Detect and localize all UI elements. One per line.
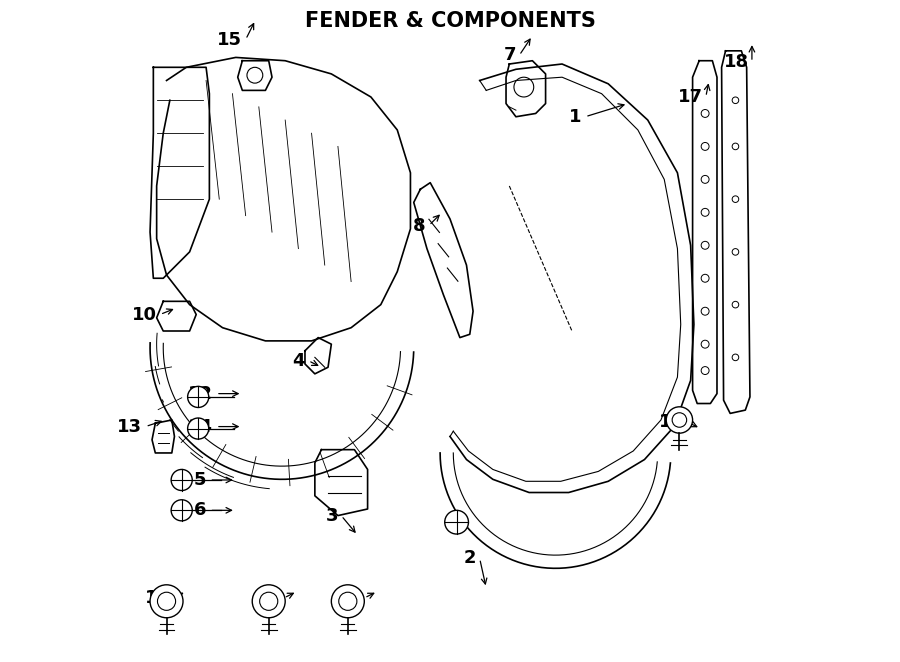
Text: 1: 1 — [570, 108, 581, 126]
Text: 6: 6 — [194, 501, 206, 519]
Text: 5: 5 — [194, 471, 206, 489]
Circle shape — [247, 68, 263, 83]
Circle shape — [252, 585, 285, 618]
Circle shape — [732, 97, 739, 103]
Text: 18: 18 — [724, 53, 749, 71]
Circle shape — [187, 387, 209, 408]
Circle shape — [445, 510, 469, 534]
Circle shape — [672, 412, 687, 427]
Text: 17: 17 — [678, 88, 703, 106]
Circle shape — [259, 592, 278, 610]
Text: 16: 16 — [336, 589, 361, 607]
Circle shape — [187, 418, 209, 439]
Text: 8: 8 — [413, 216, 426, 234]
Circle shape — [701, 367, 709, 375]
Text: 2: 2 — [464, 549, 476, 567]
Text: 11: 11 — [145, 589, 170, 607]
Circle shape — [701, 274, 709, 282]
Circle shape — [666, 407, 693, 433]
Text: 3: 3 — [326, 506, 338, 524]
Circle shape — [701, 340, 709, 348]
Circle shape — [701, 175, 709, 183]
Circle shape — [338, 592, 357, 610]
Text: 7: 7 — [503, 46, 516, 64]
Circle shape — [150, 585, 183, 618]
Circle shape — [701, 209, 709, 216]
Circle shape — [158, 592, 176, 610]
Circle shape — [331, 585, 364, 618]
Text: FENDER & COMPONENTS: FENDER & COMPONENTS — [304, 11, 596, 31]
Circle shape — [701, 242, 709, 250]
Circle shape — [514, 77, 534, 97]
Text: 15: 15 — [217, 30, 242, 48]
Circle shape — [732, 354, 739, 361]
Circle shape — [732, 196, 739, 203]
Text: 9: 9 — [268, 589, 281, 607]
Circle shape — [732, 143, 739, 150]
Text: 14: 14 — [188, 418, 212, 436]
Circle shape — [701, 142, 709, 150]
Text: 4: 4 — [292, 352, 305, 369]
Text: 13: 13 — [117, 418, 142, 436]
Circle shape — [171, 500, 193, 521]
Text: 12: 12 — [188, 385, 212, 402]
Text: 10: 10 — [131, 306, 157, 324]
Circle shape — [701, 109, 709, 117]
Text: 19: 19 — [659, 413, 684, 431]
Circle shape — [701, 307, 709, 315]
Circle shape — [732, 301, 739, 308]
Circle shape — [171, 469, 193, 491]
Circle shape — [732, 249, 739, 255]
